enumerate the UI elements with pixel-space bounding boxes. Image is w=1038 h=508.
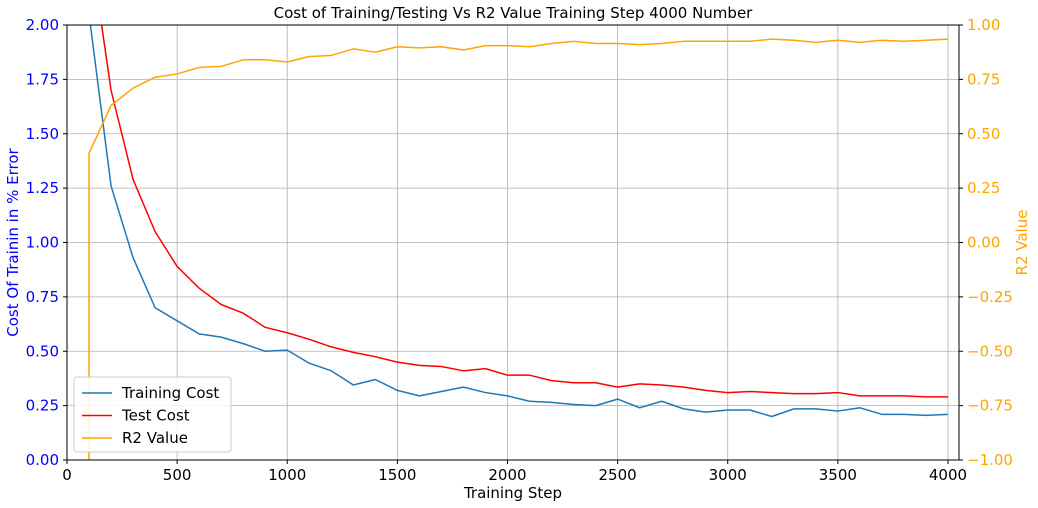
left-y-tick-label: 2.00 [26,16,59,34]
right-y-axis-ticks: −1.00 −0.75 −0.50 −0.25 0.00 0.25 0.50 0.75 1.00 [959,16,1013,469]
legend-label-training-cost: Training Cost [121,384,219,402]
right-y-tick-label: −0.25 [967,288,1013,306]
x-tick-label: 4000 [929,466,967,484]
left-y-tick-label: 1.50 [26,125,59,143]
x-tick-label: 3500 [819,466,857,484]
x-tick-label: 3000 [709,466,747,484]
right-y-tick-label: −0.75 [967,397,1013,415]
training-cost-line [89,25,949,418]
legend-label-test-cost: Test Cost [121,407,190,425]
left-y-axis-ticks: 0.00 0.25 0.50 0.75 1.00 1.25 1.50 1.75 2.00 [26,16,67,469]
left-y-tick-label: 0.00 [26,451,59,469]
chart-title: Cost of Training/Testing Vs R2 Value Tra… [274,4,754,22]
left-y-axis-label: Cost Of Trainin in % Error [4,147,22,336]
left-y-tick-label: 1.00 [26,234,59,252]
x-axis-label: Training Step [463,484,562,502]
x-tick-label: 1000 [268,466,306,484]
legend-box [73,376,232,453]
right-y-axis-label: R2 Value [1013,210,1031,276]
test-cost-line [100,25,948,398]
right-y-tick-label: 0.50 [967,125,1000,143]
left-y-tick-label: 1.25 [26,179,59,197]
x-tick-label: 1500 [378,466,416,484]
x-tick-label: 0 [62,466,72,484]
right-y-tick-label: 1.00 [967,16,1000,34]
x-tick-label: 2500 [599,466,637,484]
left-y-tick-label: 0.25 [26,397,59,415]
x-tick-label: 500 [163,466,192,484]
right-y-tick-label: 0.25 [967,179,1000,197]
legend-label-r2-value: R2 Value [122,429,188,447]
x-tick-label: 2000 [488,466,526,484]
right-y-tick-label: −0.50 [967,342,1013,360]
legend: Training Cost Test Cost R2 Value [73,376,232,453]
left-y-tick-label: 0.50 [26,342,59,360]
x-axis-ticks: 0 500 1000 1500 2000 2500 3000 3500 4000 [62,460,967,484]
right-y-tick-label: 0.75 [967,70,1000,88]
right-y-tick-label: 0.00 [967,234,1000,252]
series-layer [88,25,949,460]
left-y-tick-label: 0.75 [26,288,59,306]
right-y-tick-label: −1.00 [967,451,1013,469]
left-y-tick-label: 1.75 [26,70,59,88]
r2-value-line [88,38,949,460]
